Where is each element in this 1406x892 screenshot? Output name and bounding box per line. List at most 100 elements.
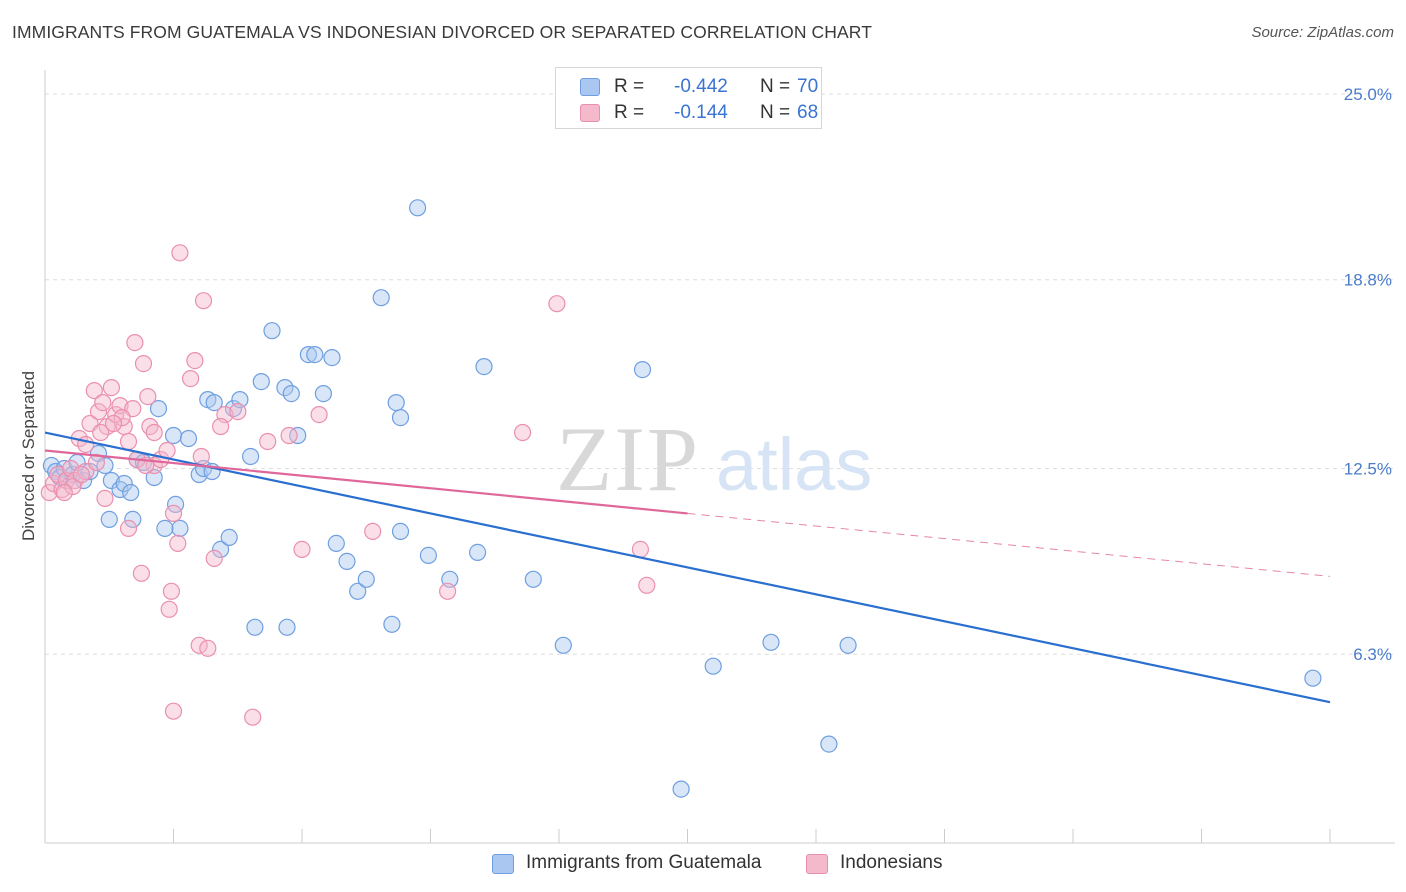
data-point-pink[interactable] — [364, 522, 382, 541]
data-point-blue[interactable] — [409, 199, 427, 217]
data-point-blue[interactable] — [164, 426, 183, 445]
data-point-pink[interactable] — [160, 600, 178, 618]
data-point-blue[interactable] — [246, 618, 264, 636]
data-point-pink[interactable] — [229, 403, 247, 421]
legend-swatch-pink — [806, 854, 828, 874]
data-point-pink[interactable] — [96, 489, 114, 507]
data-point-pink[interactable] — [85, 382, 103, 400]
data-point-blue[interactable] — [156, 519, 174, 538]
data-point-blue[interactable] — [102, 471, 121, 490]
data-point-pink[interactable] — [513, 423, 532, 442]
data-point-blue[interactable] — [391, 522, 410, 541]
data-point-blue[interactable] — [282, 385, 300, 403]
data-point-pink[interactable] — [162, 582, 180, 600]
data-point-pink[interactable] — [104, 414, 123, 433]
data-point-blue[interactable] — [289, 426, 307, 445]
data-point-blue[interactable] — [278, 618, 296, 636]
data-point-pink[interactable] — [293, 540, 311, 559]
data-point-pink[interactable] — [113, 409, 131, 427]
watermark-atlas: atlas — [716, 423, 872, 506]
data-point-blue[interactable] — [1304, 669, 1322, 687]
data-point-blue[interactable] — [762, 633, 780, 651]
stats-n-value: 68 — [797, 102, 819, 123]
data-point-blue[interactable] — [145, 468, 163, 487]
data-point-blue[interactable] — [205, 394, 223, 412]
data-point-blue[interactable] — [475, 358, 493, 376]
data-point-pink[interactable] — [164, 702, 183, 720]
data-point-blue[interactable] — [338, 552, 356, 571]
data-point-pink[interactable] — [126, 334, 144, 352]
data-point-pink[interactable] — [171, 244, 189, 262]
data-point-pink[interactable] — [72, 465, 91, 484]
data-point-blue[interactable] — [100, 510, 118, 529]
data-point-blue[interactable] — [122, 483, 140, 502]
data-point-pink[interactable] — [40, 483, 58, 502]
data-point-blue[interactable] — [323, 349, 341, 367]
data-point-pink[interactable] — [139, 388, 157, 406]
data-point-blue[interactable] — [124, 510, 142, 529]
data-point-blue[interactable] — [524, 570, 542, 588]
data-point-blue[interactable] — [306, 346, 324, 364]
data-point-blue[interactable] — [115, 474, 133, 493]
data-point-blue[interactable] — [212, 540, 230, 559]
legend-label: Indonesians — [840, 852, 943, 873]
data-point-pink[interactable] — [134, 355, 153, 373]
data-point-blue[interactable] — [179, 429, 198, 448]
data-points — [40, 199, 1322, 798]
data-point-pink[interactable] — [53, 480, 71, 499]
data-point-blue[interactable] — [357, 570, 375, 588]
data-point-blue[interactable] — [314, 385, 332, 403]
data-point-blue[interactable] — [220, 528, 238, 547]
data-point-blue[interactable] — [349, 582, 367, 600]
data-point-pink[interactable] — [194, 292, 213, 310]
data-point-blue[interactable] — [383, 615, 401, 633]
data-point-pink[interactable] — [638, 576, 656, 594]
data-point-pink[interactable] — [64, 477, 82, 496]
data-point-blue[interactable] — [387, 394, 405, 412]
data-point-pink[interactable] — [205, 549, 223, 568]
data-point-blue[interactable] — [372, 289, 390, 307]
data-point-pink[interactable] — [55, 483, 73, 502]
data-point-pink[interactable] — [186, 352, 204, 370]
data-point-pink[interactable] — [102, 379, 121, 397]
data-point-pink[interactable] — [310, 406, 328, 424]
data-point-blue[interactable] — [327, 534, 345, 553]
data-point-blue[interactable] — [633, 361, 652, 379]
data-point-pink[interactable] — [169, 534, 187, 553]
data-point-blue[interactable] — [252, 373, 270, 391]
y-axis-title: Divorced or Separated — [19, 371, 38, 541]
data-point-pink[interactable] — [244, 708, 262, 726]
data-point-pink[interactable] — [548, 295, 566, 313]
data-point-blue[interactable] — [554, 636, 572, 654]
data-point-pink[interactable] — [119, 519, 138, 538]
data-point-blue[interactable] — [242, 447, 260, 466]
data-point-pink[interactable] — [259, 432, 277, 451]
data-point-pink[interactable] — [192, 447, 210, 466]
data-point-pink[interactable] — [89, 403, 108, 421]
data-point-blue[interactable] — [839, 636, 857, 654]
data-point-pink[interactable] — [119, 432, 138, 451]
data-point-blue[interactable] — [469, 543, 487, 562]
data-point-pink[interactable] — [631, 540, 650, 559]
data-point-pink[interactable] — [132, 564, 150, 582]
data-point-blue[interactable] — [672, 780, 690, 798]
data-point-pink[interactable] — [199, 639, 217, 657]
data-point-blue[interactable] — [276, 379, 294, 397]
data-point-blue[interactable] — [391, 409, 410, 427]
stats-swatch-pink — [580, 104, 600, 122]
data-point-pink[interactable] — [182, 370, 200, 388]
data-point-pink[interactable] — [439, 582, 457, 600]
data-point-blue[interactable] — [149, 400, 168, 418]
data-point-blue[interactable] — [820, 735, 838, 753]
data-point-blue[interactable] — [171, 519, 189, 538]
data-point-pink[interactable] — [164, 504, 183, 523]
data-point-pink[interactable] — [145, 423, 163, 442]
data-point-pink[interactable] — [92, 423, 110, 442]
data-point-pink[interactable] — [280, 426, 298, 445]
data-point-pink[interactable] — [212, 417, 230, 436]
data-point-blue[interactable] — [419, 546, 437, 565]
data-point-blue[interactable] — [704, 657, 722, 675]
data-point-pink[interactable] — [94, 394, 112, 412]
data-point-blue[interactable] — [299, 346, 317, 364]
data-point-blue[interactable] — [263, 322, 281, 340]
